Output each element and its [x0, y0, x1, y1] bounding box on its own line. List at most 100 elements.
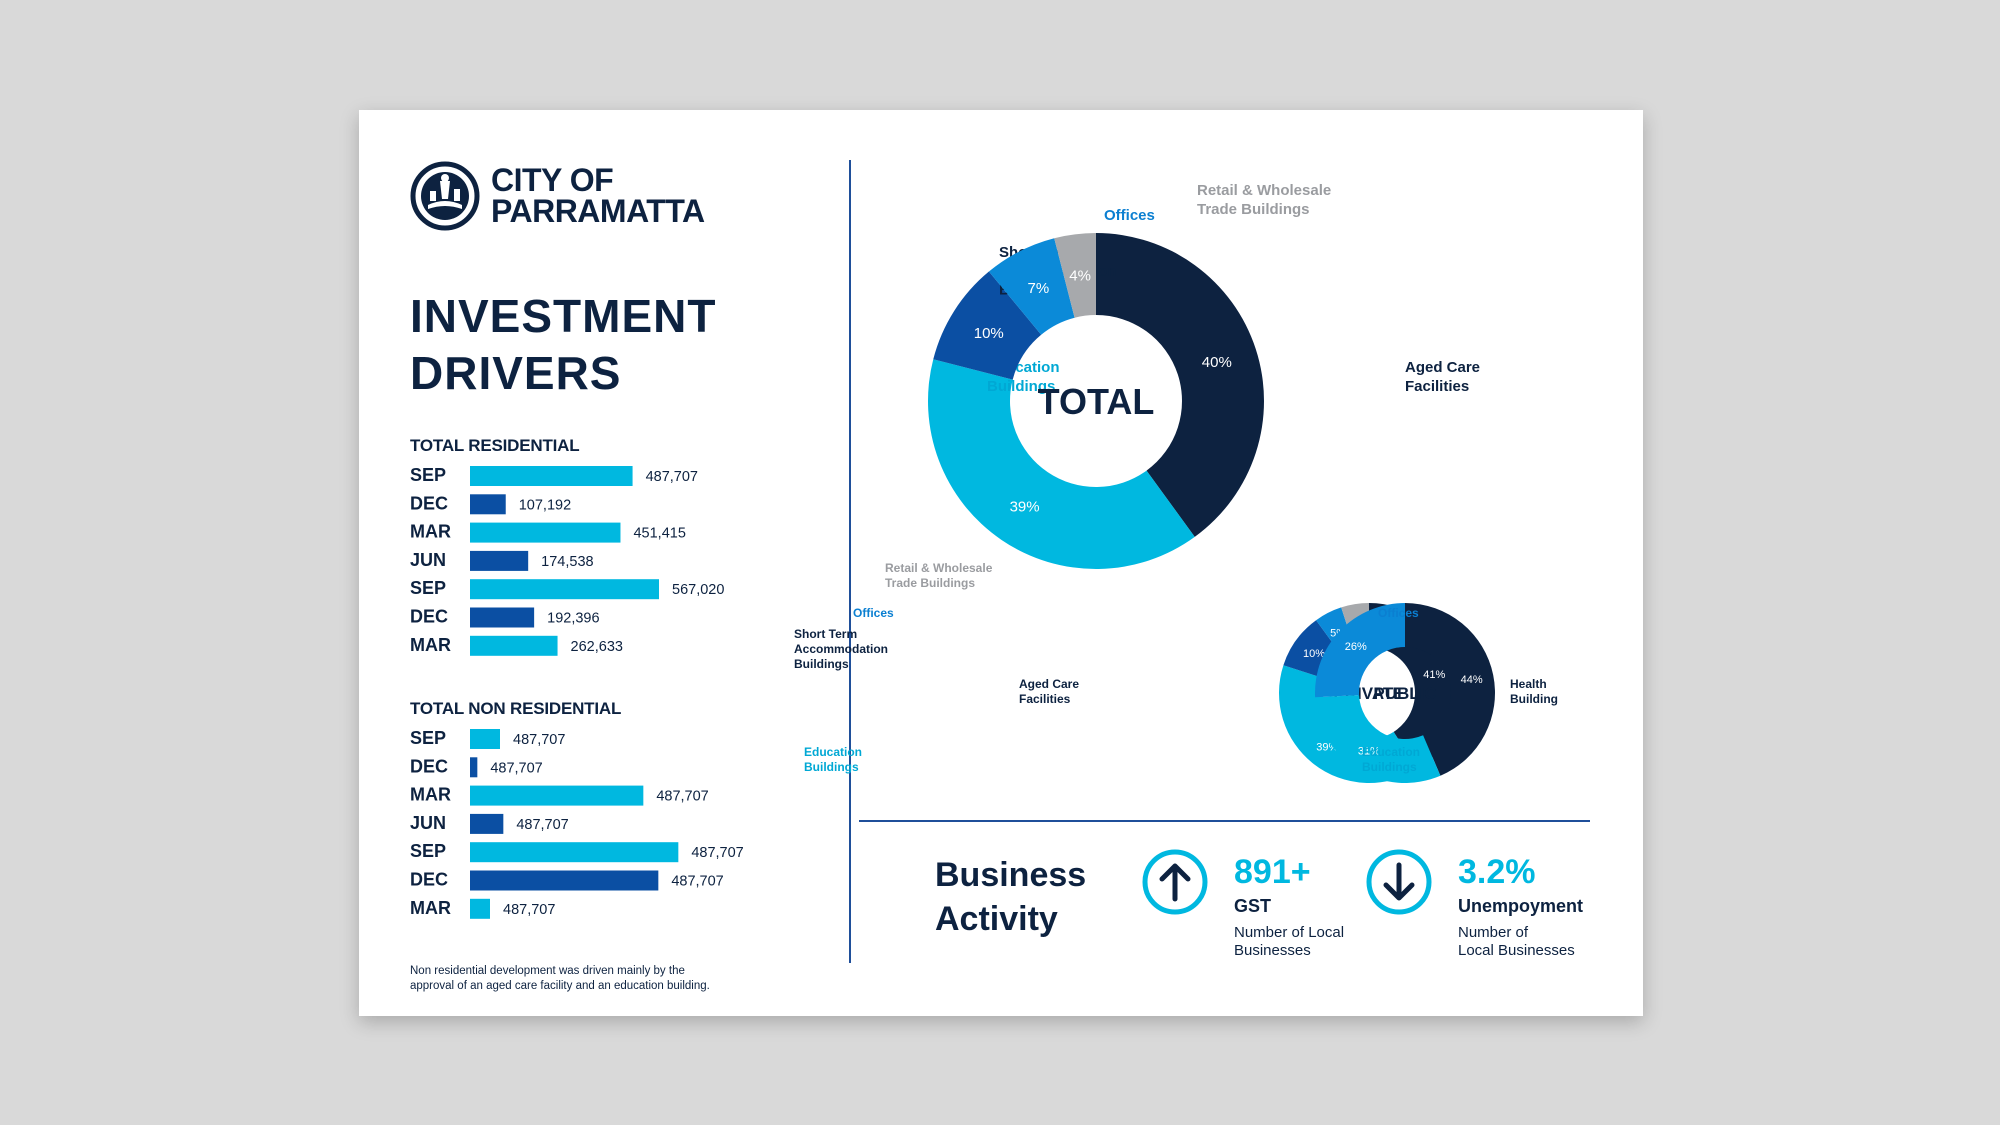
business-activity-title: Business Activity	[935, 853, 1086, 941]
public-donut-chart: 44% Health Building 31%Education Buildings 26…	[1315, 603, 1558, 783]
unemployment-label: Unempoyment	[1458, 896, 1584, 916]
gst-value: 891+	[1234, 853, 1311, 891]
page-title: INVESTMENT DRIVERS	[410, 288, 716, 402]
non-residential-category-label: MAR	[410, 898, 451, 918]
unemployment-description-line-2: Local Businesses	[1458, 942, 1575, 959]
total-percent-label: 7%	[1027, 280, 1049, 297]
public-category-label: Offices	[1378, 606, 1419, 620]
gst-description-line-1: Number of Local	[1234, 924, 1345, 941]
residential-category-label: MAR	[410, 522, 451, 542]
private-percent-label: 10%	[1303, 648, 1325, 660]
residential-bar-chart: SEP 487,707 DEC 107,192 MAR 451,415 JUN 174,538…	[410, 464, 810, 664]
total-slice	[1054, 233, 1096, 318]
logo-line-2: PARRAMATTA	[491, 193, 705, 229]
private-category-label: Education Buildings	[804, 745, 862, 774]
public-slice	[1315, 603, 1405, 698]
non-residential-chart-title: TOTAL NON RESIDENTIAL	[410, 699, 622, 718]
page-title-line-1: INVESTMENT	[410, 290, 717, 342]
non-residential-category-label: JUN	[410, 813, 446, 833]
unemployment-description-line-1: Number of	[1458, 924, 1529, 941]
unemployment-value: 3.2%	[1458, 853, 1536, 891]
total-slice	[988, 238, 1075, 335]
private-percent-label: 41%	[1423, 669, 1445, 681]
non-residential-value-label: 487,707	[490, 760, 542, 776]
footnote-line-2: approval of an aged care facility and an…	[410, 980, 710, 992]
non-residential-value-label: 487,707	[671, 874, 723, 890]
total-slice	[928, 359, 1195, 569]
public-percent-label: 26%	[1345, 641, 1367, 653]
non-residential-bar	[470, 757, 478, 778]
non-residential-bar-chart: SEP 487,707 DEC 487,707 MAR 487,707 JUN 487,707…	[410, 727, 810, 927]
gst-label: GST	[1234, 896, 1272, 916]
gst-description: Number of Local Businesses	[1234, 924, 1344, 960]
non-residential-value-label: 487,707	[503, 902, 555, 918]
residential-category-label: SEP	[410, 465, 446, 485]
non-residential-category-label: SEP	[410, 841, 446, 861]
residential-value-label: 107,192	[519, 497, 571, 513]
residential-bar	[470, 635, 558, 656]
non-residential-bar	[470, 813, 504, 834]
non-residential-category-label: MAR	[410, 785, 451, 805]
residential-value-label: 174,538	[541, 554, 593, 570]
total-category-label: Aged Care Facilities	[1405, 359, 1480, 395]
private-category-label: Short Term Accommodation Buildings	[794, 627, 888, 671]
non-residential-bar	[470, 785, 644, 806]
non-residential-value-label: 487,707	[516, 817, 568, 833]
arrow-down-circle-icon	[1366, 849, 1432, 915]
residential-value-label: 451,415	[633, 526, 685, 542]
total-category-label: Retail & Wholesale Trade Buildings	[1197, 182, 1331, 218]
footnote: Non residential development was driven m…	[410, 964, 710, 994]
non-residential-category-label: SEP	[410, 728, 446, 748]
private-category-label: Offices	[853, 606, 894, 620]
non-residential-bar	[470, 870, 659, 891]
non-residential-bar-chart-svg: SEP 487,707 DEC 487,707 MAR 487,707 JUN 487,707…	[410, 728, 744, 919]
residential-bar	[470, 550, 529, 571]
total-slice	[933, 271, 1042, 380]
total-slice	[1096, 233, 1264, 537]
residential-category-label: JUN	[410, 550, 446, 570]
private-category-label: Retail & Wholesale Trade Buildings	[885, 561, 993, 590]
non-residential-bar	[470, 729, 500, 749]
residential-value-label: 487,707	[646, 469, 698, 485]
total-percent-label: 40%	[1202, 354, 1232, 371]
non-residential-value-label: 487,707	[691, 845, 743, 861]
residential-value-label: 262,633	[571, 639, 623, 655]
horizontal-divider	[859, 820, 1590, 822]
public-slice	[1315, 695, 1441, 783]
vertical-divider	[849, 160, 851, 963]
private-category-label: Aged Care Facilities	[1019, 677, 1079, 706]
non-residential-bar	[470, 842, 679, 863]
non-residential-value-label: 487,707	[513, 732, 565, 748]
residential-category-label: DEC	[410, 493, 448, 513]
logo-wordmark: CITY OF PARRAMATTA	[491, 162, 705, 229]
residential-category-label: MAR	[410, 635, 451, 655]
page-title-line-2: DRIVERS	[410, 347, 622, 399]
residential-chart-title: TOTAL RESIDENTIAL	[410, 436, 580, 455]
residential-bar	[470, 494, 506, 515]
city-seal-icon	[410, 161, 480, 231]
unemployment-description: Number of Local Businesses	[1458, 924, 1575, 960]
non-residential-bar	[470, 898, 490, 919]
residential-bar-chart-svg: SEP 487,707 DEC 107,192 MAR 451,415 JUN 174,538…	[410, 465, 724, 656]
public-percent-label: 44%	[1461, 674, 1483, 686]
non-residential-category-label: DEC	[410, 870, 448, 890]
gst-description-line-2: Businesses	[1234, 942, 1311, 959]
residential-category-label: SEP	[410, 578, 446, 598]
total-center-title: TOTAL	[1038, 381, 1155, 422]
residential-value-label: 192,396	[547, 611, 599, 627]
total-percent-label: 39%	[1010, 498, 1040, 515]
logo-line-1: CITY OF	[491, 162, 614, 198]
residential-bar	[470, 607, 535, 628]
public-category-label: Education Buildings	[1362, 745, 1420, 774]
public-percent-label: 31%	[1358, 745, 1380, 757]
non-residential-value-label: 487,707	[656, 789, 708, 805]
total-percent-label: 10%	[974, 325, 1004, 342]
residential-bar	[470, 579, 660, 600]
infographic-card: CITY OF PARRAMATTA INVESTMENT DRIVERS TO…	[359, 110, 1643, 1016]
footnote-line-1: Non residential development was driven m…	[410, 965, 685, 977]
business-activity-title-line-2: Activity	[935, 900, 1058, 938]
total-category-label: Offices	[1104, 207, 1155, 224]
arrow-up-circle-icon	[1142, 849, 1208, 915]
